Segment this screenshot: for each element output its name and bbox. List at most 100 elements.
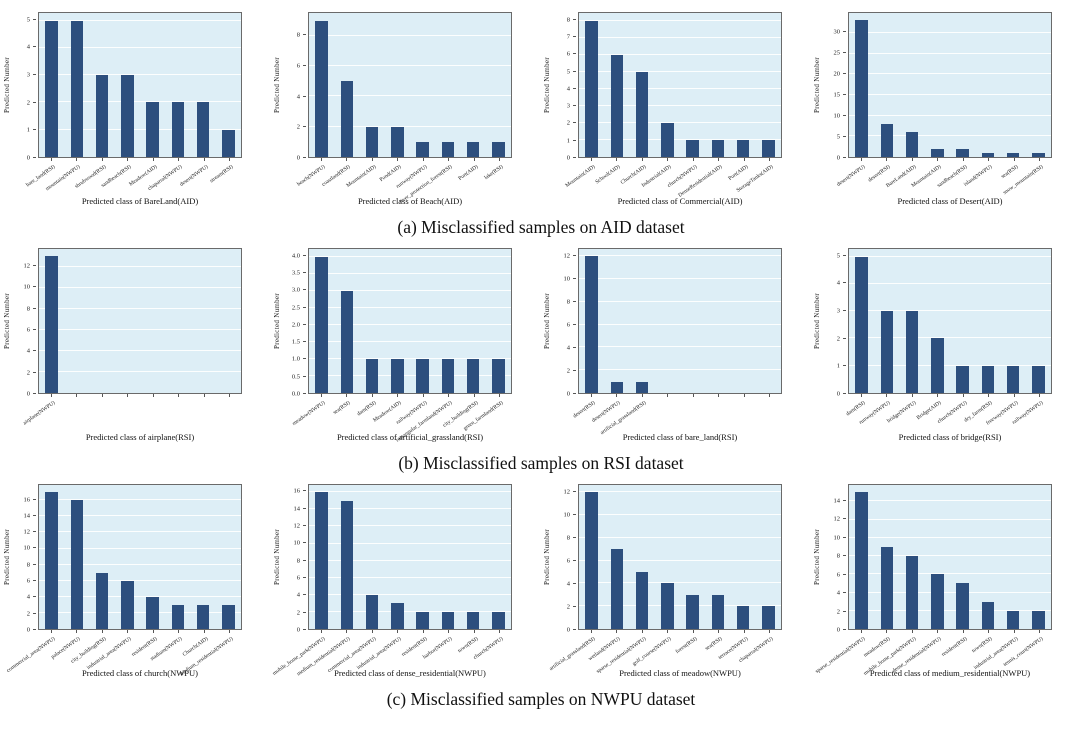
bar (466, 141, 480, 157)
bar-chart-artificial-grassland-rsi: Predicted Number 0.0 0.5 1.0 1.5 2.0 2.5 3.0 3.5… (270, 240, 540, 452)
y-axis-ticks: 0 2 4 6 8 10 12 14 16 (0, 484, 36, 634)
y-tick-label: 2 (296, 123, 300, 131)
bar (70, 20, 84, 157)
y-tick-mark (573, 346, 576, 348)
y-tick-label: 0 (836, 154, 840, 162)
y-tick-label: 6 (296, 62, 300, 70)
bar-slot (579, 249, 604, 393)
x-tick-mark (422, 630, 424, 633)
y-tick-mark (573, 139, 576, 141)
bar-slot (90, 485, 115, 629)
y-tick-label: 4 (26, 347, 30, 355)
y-tick-mark (33, 74, 36, 76)
x-tick-mark (590, 158, 592, 161)
x-axis-ticks: mobile_home_park(NWPU) medium_residential… (271, 630, 512, 677)
y-tick-label: 25 (833, 49, 841, 57)
bar (416, 611, 429, 629)
y-tick-mark (33, 157, 36, 158)
y-tick-mark (573, 254, 576, 256)
x-axis-title: Predicted class of bridge(RSI) (898, 432, 1002, 442)
gridline (579, 514, 781, 516)
y-tick-mark (33, 596, 36, 598)
y-tick-mark (573, 157, 576, 158)
bar (585, 492, 598, 629)
gridline (309, 125, 511, 127)
x-tick-mark (860, 394, 862, 397)
bar (931, 574, 944, 629)
bar-slot (140, 13, 165, 157)
bar-slot (680, 249, 705, 393)
gridline (309, 491, 511, 493)
x-tick-mark (371, 394, 373, 397)
gridline (39, 531, 241, 533)
y-tick-label: 14 (293, 505, 301, 513)
gridline (309, 323, 511, 325)
y-tick-label: 6 (296, 574, 300, 582)
y-tick-label: 0.5 (291, 373, 300, 381)
x-tick-mark (590, 630, 592, 633)
bar (121, 580, 134, 629)
gridline (579, 559, 781, 561)
x-tick-label: industrial_area(NWPU) (356, 636, 403, 672)
x-tick-mark (448, 158, 450, 161)
y-axis-ticks: 0 2 4 6 8 10 12 (540, 484, 576, 634)
bar-slot (975, 485, 1000, 629)
x-tick-mark (616, 630, 618, 633)
bar-slot (579, 485, 604, 629)
x-tick-mark (1039, 158, 1041, 161)
gridline (579, 104, 781, 106)
x-tick-mark (743, 158, 745, 161)
y-tick-mark (843, 536, 846, 538)
x-tick-mark (422, 394, 424, 397)
bar-slot (680, 485, 705, 629)
y-tick-label: 4.0 (291, 252, 300, 260)
plot-area (308, 248, 512, 394)
bar-slot (410, 249, 435, 393)
x-tick-mark (962, 630, 964, 633)
y-tick-mark (843, 73, 846, 75)
bars (309, 485, 511, 629)
y-tick-label: 2 (26, 99, 30, 107)
y-tick-mark (573, 323, 576, 325)
x-tick-mark (320, 158, 322, 161)
gridline (39, 515, 241, 517)
bar-slot (140, 485, 165, 629)
x-tick-label: artificial_grassland(RSI) (548, 636, 597, 673)
x-tick-mark (397, 394, 399, 397)
y-tick-label: 10 (293, 539, 301, 547)
y-tick-label: 0 (296, 626, 300, 634)
x-tick-mark (448, 394, 450, 397)
x-tick-mark (152, 394, 154, 397)
bar (315, 492, 328, 629)
y-tick-mark (843, 393, 846, 394)
gridline (39, 128, 241, 130)
x-tick-mark (667, 394, 669, 397)
bar-slot (680, 13, 705, 157)
bar-slot (435, 249, 460, 393)
bar-slot (925, 13, 950, 157)
bar-slot (309, 13, 334, 157)
x-axis-title: Predicted class of medium_residential(NW… (869, 668, 1031, 678)
chart-row-aid: Predicted Number 0 1 2 3 4 5 bare_land(RSI) moun… (0, 4, 1082, 216)
y-tick-mark (303, 393, 306, 394)
y-tick-mark (843, 31, 846, 33)
y-tick-mark (303, 126, 306, 128)
x-tick-mark (860, 630, 862, 633)
x-tick-label: stream(RSI) (209, 164, 235, 185)
x-tick-mark (50, 158, 52, 161)
bar-slot (410, 485, 435, 629)
x-tick-mark (641, 630, 643, 633)
bar-chart-dense-residential-nwpu: Predicted Number 0 2 4 6 8 10 12 14 16 mobile_home… (270, 476, 540, 688)
bar-slot (64, 485, 89, 629)
gridline (849, 536, 1051, 538)
y-tick-label: 0 (566, 626, 570, 634)
x-axis-ticks: airplane(NWPU) (22, 394, 242, 434)
bar-slot (604, 249, 629, 393)
x-tick-mark (203, 630, 205, 633)
bar-chart-bridge-rsi: Predicted Number 0 1 2 3 4 5 dam(RSI) runway(NWP… (810, 240, 1080, 452)
y-tick-mark (33, 286, 36, 288)
y-tick-mark (843, 573, 846, 575)
y-tick-label: 30 (833, 28, 841, 36)
y-tick-label: 6 (26, 326, 30, 334)
bars (849, 13, 1051, 157)
